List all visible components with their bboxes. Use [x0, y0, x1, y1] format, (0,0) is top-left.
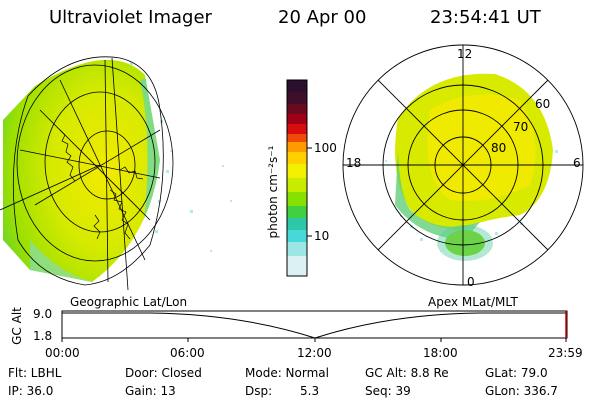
xtick-1200: 12:00: [297, 346, 332, 360]
lat-label-80: 80: [491, 141, 507, 155]
info-glon: GLon: 336.7: [485, 384, 558, 398]
app-title: Ultraviolet Imager: [49, 7, 212, 28]
coastlines: [59, 129, 144, 240]
colorbar-tick-10: 10: [314, 229, 330, 243]
info-ip: IP: 36.0: [8, 384, 54, 398]
info-filter: Flt: LBHL: [8, 366, 62, 380]
time-label: 23:54:41 UT: [430, 7, 541, 28]
altitude-plot: [61, 310, 568, 342]
date-label: 20 Apr 00: [278, 7, 367, 28]
mlt-label-12: 12: [457, 47, 473, 61]
info-seq: Seq: 39: [365, 384, 411, 398]
altitude-ytick-9: 9.0: [33, 307, 53, 321]
geographic-grid: [0, 56, 174, 291]
lat-label-70: 70: [513, 120, 529, 134]
colorbar: [286, 79, 312, 277]
lat-label-60: 60: [535, 97, 551, 111]
mlt-label-18: 18: [346, 156, 362, 170]
info-glat: GLat: 79.0: [485, 366, 548, 380]
xtick-1800: 18:00: [423, 346, 458, 360]
xtick-0600: 06:00: [170, 346, 205, 360]
mlt-label-6: 6: [573, 156, 581, 170]
info-gc-alt: GC Alt: 8.8 Re: [365, 366, 449, 380]
polar-grid: [342, 44, 584, 286]
info-door: Door: Closed: [125, 366, 202, 380]
left-panel-caption: Geographic Lat/Lon: [70, 295, 188, 309]
info-gain: Gain: 13: [125, 384, 176, 398]
info-dsp-value: 5.3: [300, 384, 320, 398]
altitude-ylabel: GC Alt: [10, 307, 24, 345]
info-mode: Mode: Normal: [245, 366, 329, 380]
altitude-ytick-1-8: 1.8: [33, 329, 53, 343]
colorbar-unit-label: photon cm⁻²s⁻¹: [266, 145, 280, 239]
info-dsp-label: Dsp:: [245, 384, 273, 398]
right-panel-caption: Apex MLat/MLT: [428, 295, 518, 309]
mlt-label-0: 0: [467, 275, 475, 289]
colorbar-tick-100: 100: [314, 141, 337, 155]
xtick-2359: 23:59: [548, 346, 583, 360]
xtick-0000: 00:00: [45, 346, 80, 360]
